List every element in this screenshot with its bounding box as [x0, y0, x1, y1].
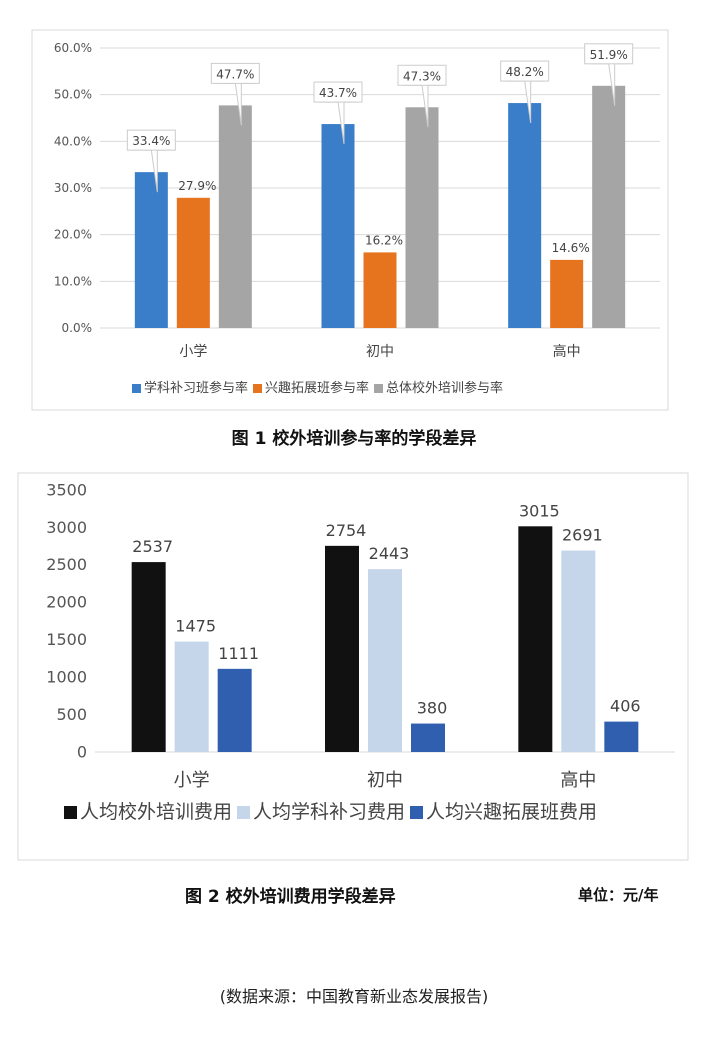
bar-0-0	[134, 172, 168, 328]
legend-label: 学科补习班参与率	[144, 380, 248, 396]
bar-2-0	[218, 105, 252, 329]
legend-label: 人均兴趣拓展班费用	[426, 801, 597, 823]
bar-1-2	[550, 259, 584, 328]
figure1-caption: 图 1 校外培训参与率的学段差异	[231, 429, 477, 449]
y-tick-label: 10.0%	[54, 274, 92, 288]
y-tick-label: 40.0%	[54, 134, 92, 148]
bar-2-0	[217, 668, 252, 752]
callout-box	[126, 129, 176, 151]
data-label: 1111	[218, 644, 259, 663]
callout-box	[313, 81, 363, 103]
y-tick-label: 60.0%	[54, 41, 92, 55]
bar-2-2	[592, 85, 626, 328]
bar-0-1	[321, 124, 355, 328]
data-label: 33.4%	[132, 134, 170, 148]
data-label: 2754	[326, 521, 367, 540]
y-tick-label: 1000	[46, 667, 87, 686]
x-category-label: 初中	[366, 343, 394, 360]
y-tick-label: 3500	[46, 480, 87, 499]
y-tick-label: 50.0%	[54, 88, 92, 102]
y-tick-label: 30.0%	[54, 181, 92, 195]
legend-swatch	[253, 384, 262, 393]
bar-0-2	[508, 103, 542, 328]
x-category-label: 高中	[553, 343, 581, 360]
source-note: (数据来源：中国教育新业态发展报告)	[219, 987, 489, 1006]
y-tick-label: 3000	[46, 518, 87, 537]
y-tick-label: 1500	[46, 630, 87, 649]
figure2-unit: 单位：元/年	[578, 886, 659, 904]
legend-swatch	[374, 384, 383, 393]
bar-1-1	[368, 569, 402, 752]
y-tick-label: 0	[77, 742, 87, 761]
legend-label: 人均校外培训费用	[80, 801, 232, 823]
y-tick-label: 2000	[46, 593, 87, 612]
bar-0-0	[131, 562, 166, 752]
bar-1-1	[363, 252, 397, 328]
bar-0-2	[518, 526, 553, 752]
data-label: 27.9%	[178, 179, 216, 193]
data-label: 1475	[175, 617, 216, 636]
bar-1-0	[174, 641, 209, 752]
x-category-label: 小学	[179, 344, 207, 360]
bar-0-1	[325, 545, 359, 752]
y-tick-label: 500	[56, 705, 87, 724]
bar-2-1	[405, 107, 439, 329]
callout-box	[584, 43, 634, 65]
callout-box	[500, 60, 550, 82]
data-label: 47.3%	[403, 69, 441, 83]
legend-swatch	[64, 806, 77, 819]
bar-2-1	[411, 723, 445, 752]
bar-2-2	[604, 721, 639, 752]
data-label: 2443	[369, 544, 410, 563]
data-label: 380	[417, 699, 448, 718]
data-label: 3015	[519, 501, 560, 520]
data-label: 16.2%	[365, 233, 403, 247]
legend-swatch	[410, 806, 423, 819]
bar-1-2	[561, 550, 596, 752]
legend-swatch	[237, 806, 250, 819]
data-label: 14.6%	[552, 241, 590, 255]
figure2-caption: 图 2 校外培训费用学段差异	[185, 887, 396, 907]
data-label: 43.7%	[319, 86, 357, 100]
data-label: 48.2%	[506, 65, 544, 79]
data-label: 2691	[562, 526, 603, 545]
y-tick-label: 2500	[46, 555, 87, 574]
legend-label: 总体校外培训参与率	[386, 380, 503, 396]
x-category-label: 小学	[174, 770, 210, 791]
data-label: 2537	[132, 537, 173, 556]
legend-label: 兴趣拓展班参与率	[265, 380, 369, 396]
legend-swatch	[132, 384, 141, 393]
legend-label: 人均学科补习费用	[253, 801, 405, 823]
y-tick-label: 0.0%	[62, 321, 93, 335]
x-category-label: 高中	[560, 770, 596, 791]
data-label: 406	[610, 697, 641, 716]
data-label: 51.9%	[590, 48, 628, 62]
y-tick-label: 20.0%	[54, 228, 92, 242]
x-category-label: 初中	[367, 770, 403, 791]
callout-box	[397, 64, 447, 86]
data-label: 47.7%	[216, 67, 254, 81]
callout-box	[210, 62, 260, 84]
bar-1-0	[176, 197, 210, 328]
